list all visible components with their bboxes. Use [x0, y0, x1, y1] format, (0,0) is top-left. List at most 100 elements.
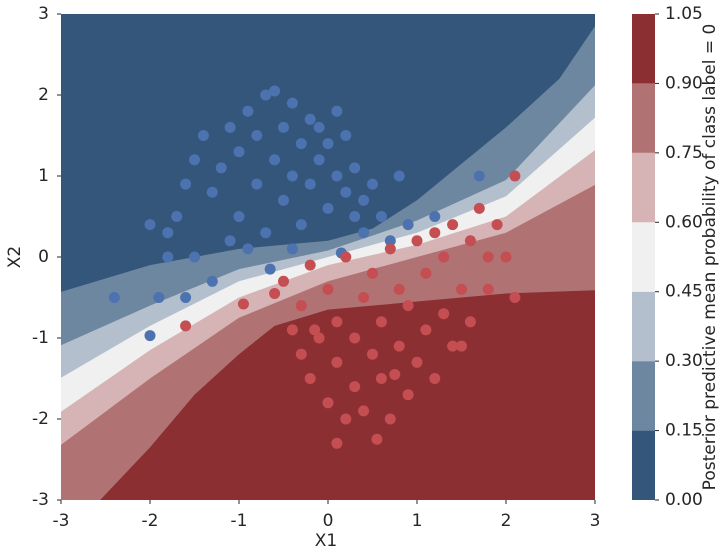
point — [264, 263, 276, 275]
point — [331, 356, 343, 368]
point — [402, 389, 414, 401]
point — [340, 413, 352, 425]
point — [464, 235, 476, 247]
point — [189, 154, 200, 166]
point — [304, 113, 316, 125]
point — [286, 97, 298, 109]
point — [420, 267, 432, 279]
point — [162, 251, 174, 263]
point — [384, 243, 396, 255]
point — [224, 235, 236, 247]
colorbar-tick-label: 0.90 — [665, 73, 703, 93]
point — [402, 219, 414, 231]
point — [331, 316, 343, 328]
point — [358, 405, 370, 417]
point — [349, 381, 361, 393]
colorbar-band — [632, 361, 655, 431]
point — [224, 121, 236, 133]
point — [340, 251, 352, 263]
point — [456, 283, 467, 295]
point — [473, 170, 485, 182]
point — [456, 340, 467, 352]
point — [295, 138, 307, 150]
point — [206, 275, 218, 287]
point — [322, 283, 334, 295]
point — [375, 211, 387, 222]
point — [197, 130, 209, 141]
point — [331, 437, 343, 449]
colorbar-band — [632, 222, 655, 292]
point — [358, 227, 370, 239]
point — [144, 330, 156, 342]
y-tick-label: -1 — [32, 328, 49, 348]
point — [393, 283, 405, 295]
point — [153, 292, 165, 303]
point — [349, 162, 361, 174]
point — [278, 194, 289, 206]
colorbar-tick-label: 1.05 — [665, 4, 703, 24]
point — [371, 433, 383, 445]
point — [429, 227, 441, 239]
point — [349, 211, 361, 222]
point — [331, 105, 343, 117]
colorbar-band — [632, 152, 655, 223]
point — [482, 283, 494, 295]
point — [429, 373, 441, 384]
point — [358, 194, 370, 206]
point — [269, 85, 281, 97]
point — [367, 267, 378, 279]
y-tick-label: 1 — [38, 166, 49, 186]
x-tick-label: 3 — [590, 511, 601, 531]
contour-band — [61, 14, 595, 292]
y-tick-label: 0 — [38, 247, 49, 267]
point — [295, 219, 307, 231]
point — [509, 292, 521, 303]
x-tick-label: -3 — [53, 511, 70, 531]
y-tick-label: 3 — [38, 4, 49, 24]
point — [482, 251, 494, 263]
point — [313, 121, 325, 133]
point — [233, 146, 245, 158]
point — [251, 130, 263, 141]
point — [340, 130, 352, 141]
point — [384, 235, 396, 247]
point — [242, 105, 254, 117]
point — [322, 138, 334, 150]
point — [367, 178, 378, 190]
colorbar-tick-label: 0.45 — [665, 282, 703, 302]
point — [295, 348, 307, 360]
point — [180, 178, 192, 190]
y-axis-label: X2 — [5, 246, 25, 268]
point — [367, 348, 378, 360]
point — [447, 340, 459, 352]
point — [295, 300, 307, 312]
point — [447, 219, 459, 231]
point — [438, 251, 450, 263]
colorbar-label: Posterior predictive mean probability of… — [700, 24, 720, 491]
colorbar-tick-label: 0.15 — [665, 421, 703, 441]
point — [509, 170, 521, 182]
point — [269, 287, 281, 299]
colorbar-tick-label: 0.00 — [665, 490, 703, 510]
x-tick-label: -2 — [142, 511, 159, 531]
colorbar-band — [632, 291, 655, 362]
point — [322, 202, 334, 214]
point — [215, 162, 227, 174]
point — [269, 154, 281, 166]
point — [420, 324, 432, 336]
point — [144, 219, 156, 231]
point — [389, 368, 401, 380]
point — [304, 178, 316, 190]
colorbar-tick-label: 0.60 — [665, 212, 703, 232]
point — [429, 211, 441, 222]
point — [260, 89, 272, 101]
point — [286, 243, 298, 255]
point — [260, 227, 272, 239]
point — [278, 275, 289, 287]
point — [233, 211, 245, 222]
point — [358, 292, 370, 303]
colorbar-band — [632, 14, 655, 84]
point — [393, 340, 405, 352]
point — [286, 170, 298, 182]
